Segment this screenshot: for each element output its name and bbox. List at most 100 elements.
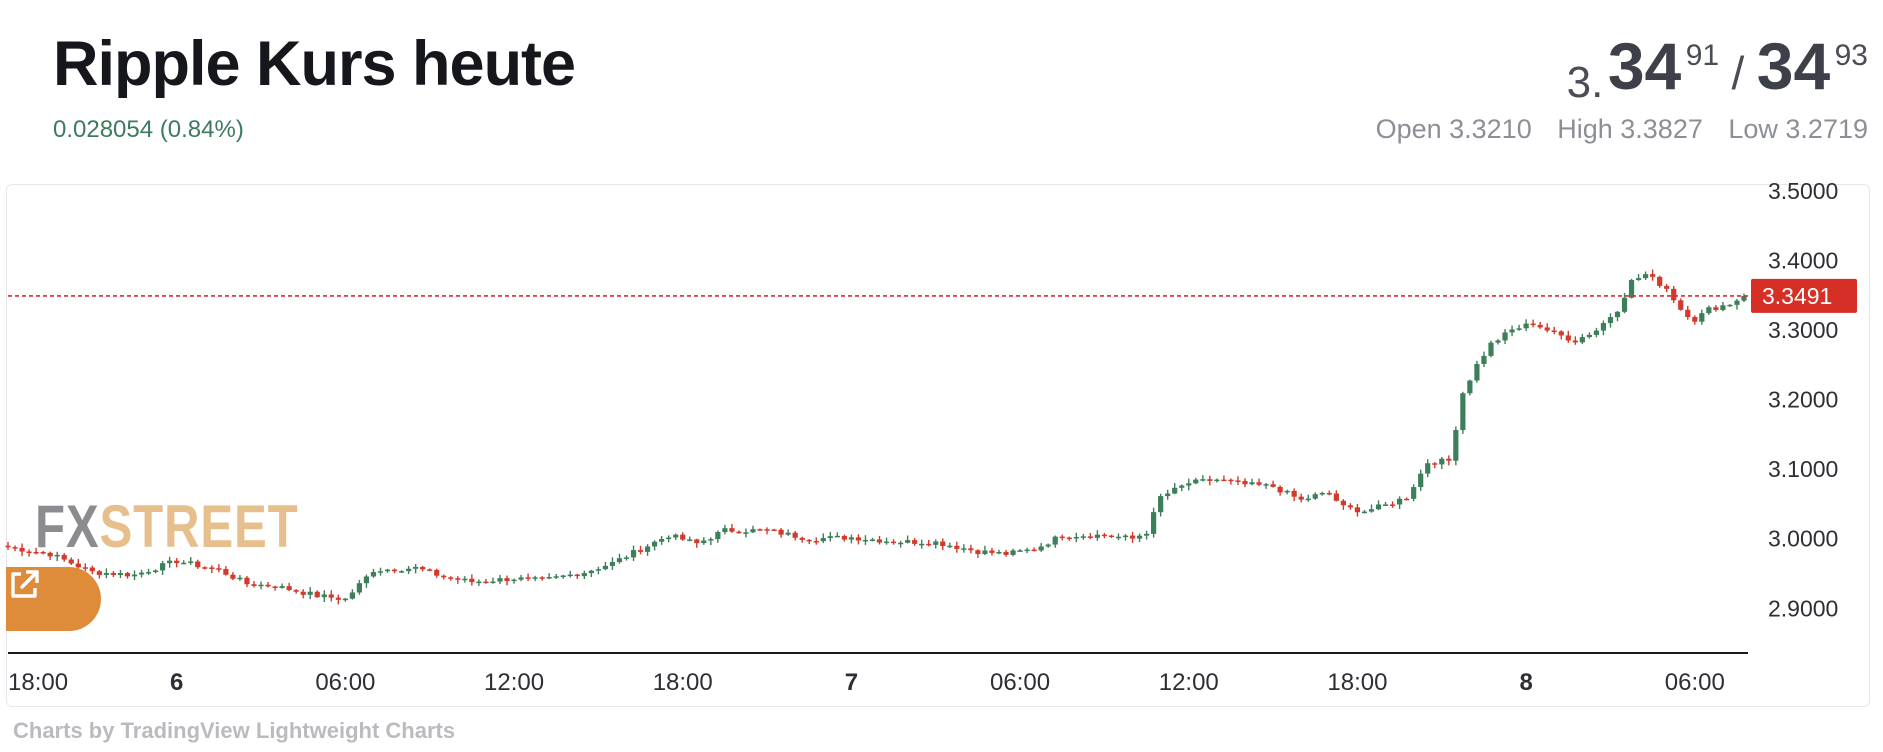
candle-body [152,570,159,573]
candle [469,574,475,586]
candle-body [1453,430,1459,461]
candle-body [1671,288,1677,301]
candle [1052,535,1058,548]
x-tick-label: 7 [845,669,858,696]
candle [1193,477,1199,485]
candle [356,579,363,595]
candle-body [293,590,299,592]
open-value: Open 3.3210 [1375,114,1532,144]
candle [1628,278,1635,299]
candle [666,535,672,543]
candle [328,590,334,602]
candle-body [1319,492,1325,495]
candle [413,564,419,574]
candle [996,549,1002,555]
candle-body [223,569,229,575]
candle [1333,490,1339,502]
candle [511,578,517,584]
candle [1572,336,1578,345]
candle-body [652,541,658,547]
candle [1122,534,1129,541]
candle [497,574,503,585]
candle-body [26,551,32,554]
candle [448,576,454,581]
candle-body [47,552,53,557]
candle-body [1200,479,1206,481]
candle-body [834,535,840,538]
candle-body [1509,329,1515,333]
candle [715,530,721,543]
candle-body [813,541,819,543]
candle [820,533,826,544]
candle [1235,476,1241,485]
candle [975,549,981,558]
candle [1207,475,1213,486]
candle-body [588,570,594,574]
candle [1003,549,1009,557]
candle [616,553,623,564]
current-price-badge [1751,278,1857,313]
candle [26,549,32,557]
candle [223,566,229,576]
candle [1453,426,1459,466]
current-price-label: 3.3491 [1762,283,1832,309]
candle-body [96,571,102,575]
y-tick-label: 3.4000 [1768,248,1838,274]
candle-body [1382,504,1389,506]
candle [1319,491,1325,496]
candle-body [1101,534,1108,537]
candle-body [1235,480,1241,482]
chart-frame [6,184,1870,707]
candle-body [637,550,644,552]
candle [152,569,159,574]
candle [300,589,306,599]
candle-body [1692,317,1698,322]
candle-body [1558,331,1564,336]
candle [883,537,890,545]
candle-body [1404,498,1410,501]
candle-body [511,579,517,582]
candle-body [982,550,988,554]
candle-body [5,545,11,548]
x-tick-label: 12:00 [484,669,544,696]
candle-body [54,554,60,557]
candle-body [778,529,784,535]
x-tick-label: 18:00 [8,669,68,696]
candle-body [1727,304,1733,307]
candle-body [216,568,222,570]
candle-body [961,548,967,550]
candle-body [1523,323,1529,329]
candle-body [975,550,981,554]
candle [1172,482,1178,495]
candle-body [328,594,334,598]
open-external-button[interactable] [6,567,101,631]
candle-body [68,559,74,564]
candle-body [1572,340,1578,343]
candle-body [996,551,1002,554]
candle [1657,275,1663,288]
chart-credit: Charts by TradingView Lightweight Charts [13,718,456,743]
candle [968,544,974,554]
candle-body [413,566,419,569]
candle-body [1214,479,1220,482]
x-tick-label: 18:00 [1327,669,1387,696]
candle-body [1530,323,1536,326]
candle [1165,489,1171,500]
candle [427,568,433,572]
candle [630,545,637,561]
candle-body [335,597,341,600]
ohl-summary: Open 3.3210 High 3.3827 Low 3.2719 [1358,114,1868,145]
candle [905,535,911,544]
low-value: Low 3.2719 [1728,114,1868,144]
candle-body [581,573,587,577]
candle [1579,333,1585,345]
candle [940,538,946,551]
candle-body [1600,323,1607,331]
candle-body [1607,317,1614,324]
candle-body [1158,496,1164,513]
candle [384,568,391,573]
candle [1277,485,1283,496]
candle-body [1038,546,1044,551]
candle [764,527,770,535]
